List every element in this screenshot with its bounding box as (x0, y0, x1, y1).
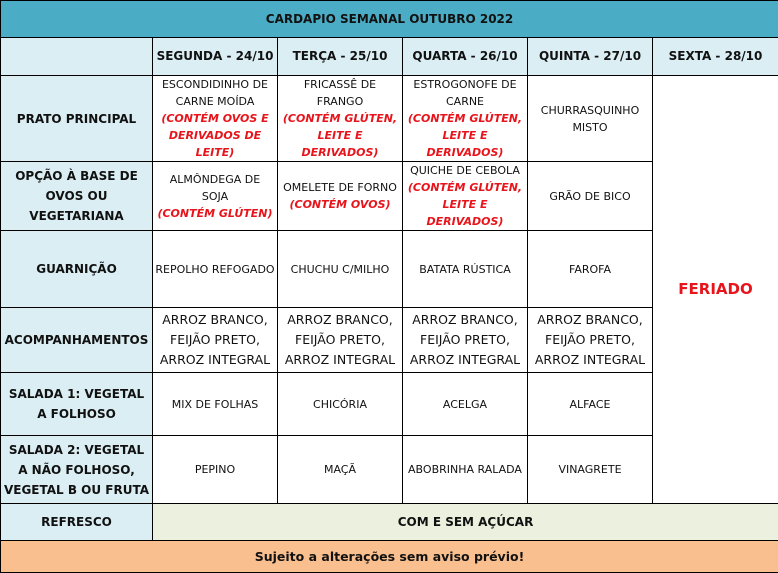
day-header-monday: SEGUNDA - 24/10 (153, 38, 278, 76)
allergen-warning: (CONTÉM OVOS E DERIVADOS DE LEITE) (155, 110, 275, 161)
menu-cell: ARROZ BRANCO, FEIJÃO PRETO, ARROZ INTEGR… (153, 308, 278, 373)
allergen-warning: (CONTÉM GLÚTEN, LEITE E DERIVADOS) (405, 179, 525, 230)
day-header-thursday: QUINTA - 27/10 (528, 38, 653, 76)
corner-cell (1, 38, 153, 76)
dish-name: PEPINO (195, 463, 235, 476)
menu-cell: ALFACE (528, 373, 653, 436)
day-header-wednesday: QUARTA - 26/10 (403, 38, 528, 76)
allergen-warning: (CONTÉM GLÚTEN) (155, 205, 275, 222)
dish-name: MIX DE FOLHAS (172, 398, 259, 411)
allergen-warning: (CONTÉM GLÚTEN, LEITE E DERIVADOS) (405, 110, 525, 161)
day-header-friday: SEXTA - 28/10 (653, 38, 778, 76)
menu-cell: OMELETE DE FORNO(CONTÉM OVOS) (278, 162, 403, 231)
menu-cell: FRICASSÊ DE FRANGO(CONTÉM GLÚTEN, LEITE … (278, 76, 403, 162)
menu-cell: BATATA RÚSTICA (403, 231, 528, 308)
dish-name: GRÃO DE BICO (549, 190, 630, 203)
menu-cell: ARROZ BRANCO, FEIJÃO PRETO, ARROZ INTEGR… (278, 308, 403, 373)
dish-name: CHICÓRIA (313, 398, 367, 411)
row-label: PRATO PRINCIPAL (1, 76, 153, 162)
dish-name: ALMÔNDEGA DE SOJA (155, 171, 275, 205)
dish-name: ARROZ BRANCO, FEIJÃO PRETO, ARROZ INTEGR… (410, 312, 520, 367)
menu-cell: ACELGA (403, 373, 528, 436)
friday-holiday: FERIADO (653, 76, 778, 504)
dish-name: CHURRASQUINHO MISTO (541, 104, 639, 134)
menu-cell: MIX DE FOLHAS (153, 373, 278, 436)
menu-cell: CHURRASQUINHO MISTO (528, 76, 653, 162)
footer-notice: Sujeito a alterações sem aviso prévio! (1, 541, 778, 573)
row-label: ACOMPANHAMENTOS (1, 308, 153, 373)
dish-name: CHUCHU C/MILHO (291, 263, 390, 276)
dish-name: ALFACE (570, 398, 611, 411)
menu-cell: PEPINO (153, 436, 278, 504)
menu-cell: FAROFA (528, 231, 653, 308)
day-header-tuesday: TERÇA - 25/10 (278, 38, 403, 76)
row-label: OPÇÃO À BASE DE OVOS OU VEGETARIANA (1, 162, 153, 231)
menu-cell: GRÃO DE BICO (528, 162, 653, 231)
allergen-warning: (CONTÉM OVOS) (280, 196, 400, 213)
dish-name: ACELGA (443, 398, 487, 411)
dish-name: OMELETE DE FORNO (280, 179, 400, 196)
dish-name: QUICHE DE CEBOLA (405, 162, 525, 179)
dish-name: FAROFA (569, 263, 611, 276)
dish-name: ARROZ BRANCO, FEIJÃO PRETO, ARROZ INTEGR… (285, 312, 395, 367)
row-label: SALADA 1: VEGETAL A FOLHOSO (1, 373, 153, 436)
menu-cell: CHUCHU C/MILHO (278, 231, 403, 308)
dish-name: ESCONDIDINHO DE CARNE MOÍDA (155, 76, 275, 110)
menu-title: CARDAPIO SEMANAL OUTUBRO 2022 (1, 1, 778, 38)
menu-cell: ABOBRINHA RALADA (403, 436, 528, 504)
dish-name: ARROZ BRANCO, FEIJÃO PRETO, ARROZ INTEGR… (160, 312, 270, 367)
menu-cell: ESCONDIDINHO DE CARNE MOÍDA(CONTÉM OVOS … (153, 76, 278, 162)
menu-cell: QUICHE DE CEBOLA(CONTÉM GLÚTEN, LEITE E … (403, 162, 528, 231)
dish-name: FRICASSÊ DE FRANGO (280, 76, 400, 110)
dish-name: ARROZ BRANCO, FEIJÃO PRETO, ARROZ INTEGR… (535, 312, 645, 367)
menu-cell: CHICÓRIA (278, 373, 403, 436)
menu-cell: MAÇÃ (278, 436, 403, 504)
menu-cell: ARROZ BRANCO, FEIJÃO PRETO, ARROZ INTEGR… (528, 308, 653, 373)
menu-cell: ARROZ BRANCO, FEIJÃO PRETO, ARROZ INTEGR… (403, 308, 528, 373)
dish-name: ESTROGONOFE DE CARNE (405, 76, 525, 110)
dish-name: REPOLHO REFOGADO (155, 263, 274, 276)
row-label: GUARNIÇÃO (1, 231, 153, 308)
menu-cell: REPOLHO REFOGADO (153, 231, 278, 308)
dish-name: ABOBRINHA RALADA (408, 463, 522, 476)
menu-cell: ALMÔNDEGA DE SOJA(CONTÉM GLÚTEN) (153, 162, 278, 231)
dish-name: MAÇÃ (324, 463, 356, 476)
dish-name: VINAGRETE (558, 463, 621, 476)
dish-name: BATATA RÚSTICA (419, 263, 511, 276)
menu-cell: ESTROGONOFE DE CARNE(CONTÉM GLÚTEN, LEIT… (403, 76, 528, 162)
row-label: SALADA 2: VEGETAL A NÃO FOLHOSO, VEGETAL… (1, 436, 153, 504)
allergen-warning: (CONTÉM GLÚTEN, LEITE E DERIVADOS) (280, 110, 400, 161)
menu-cell: VINAGRETE (528, 436, 653, 504)
refresco-label: REFRESCO (1, 504, 153, 541)
refresco-value: COM E SEM AÇÚCAR (153, 504, 778, 541)
